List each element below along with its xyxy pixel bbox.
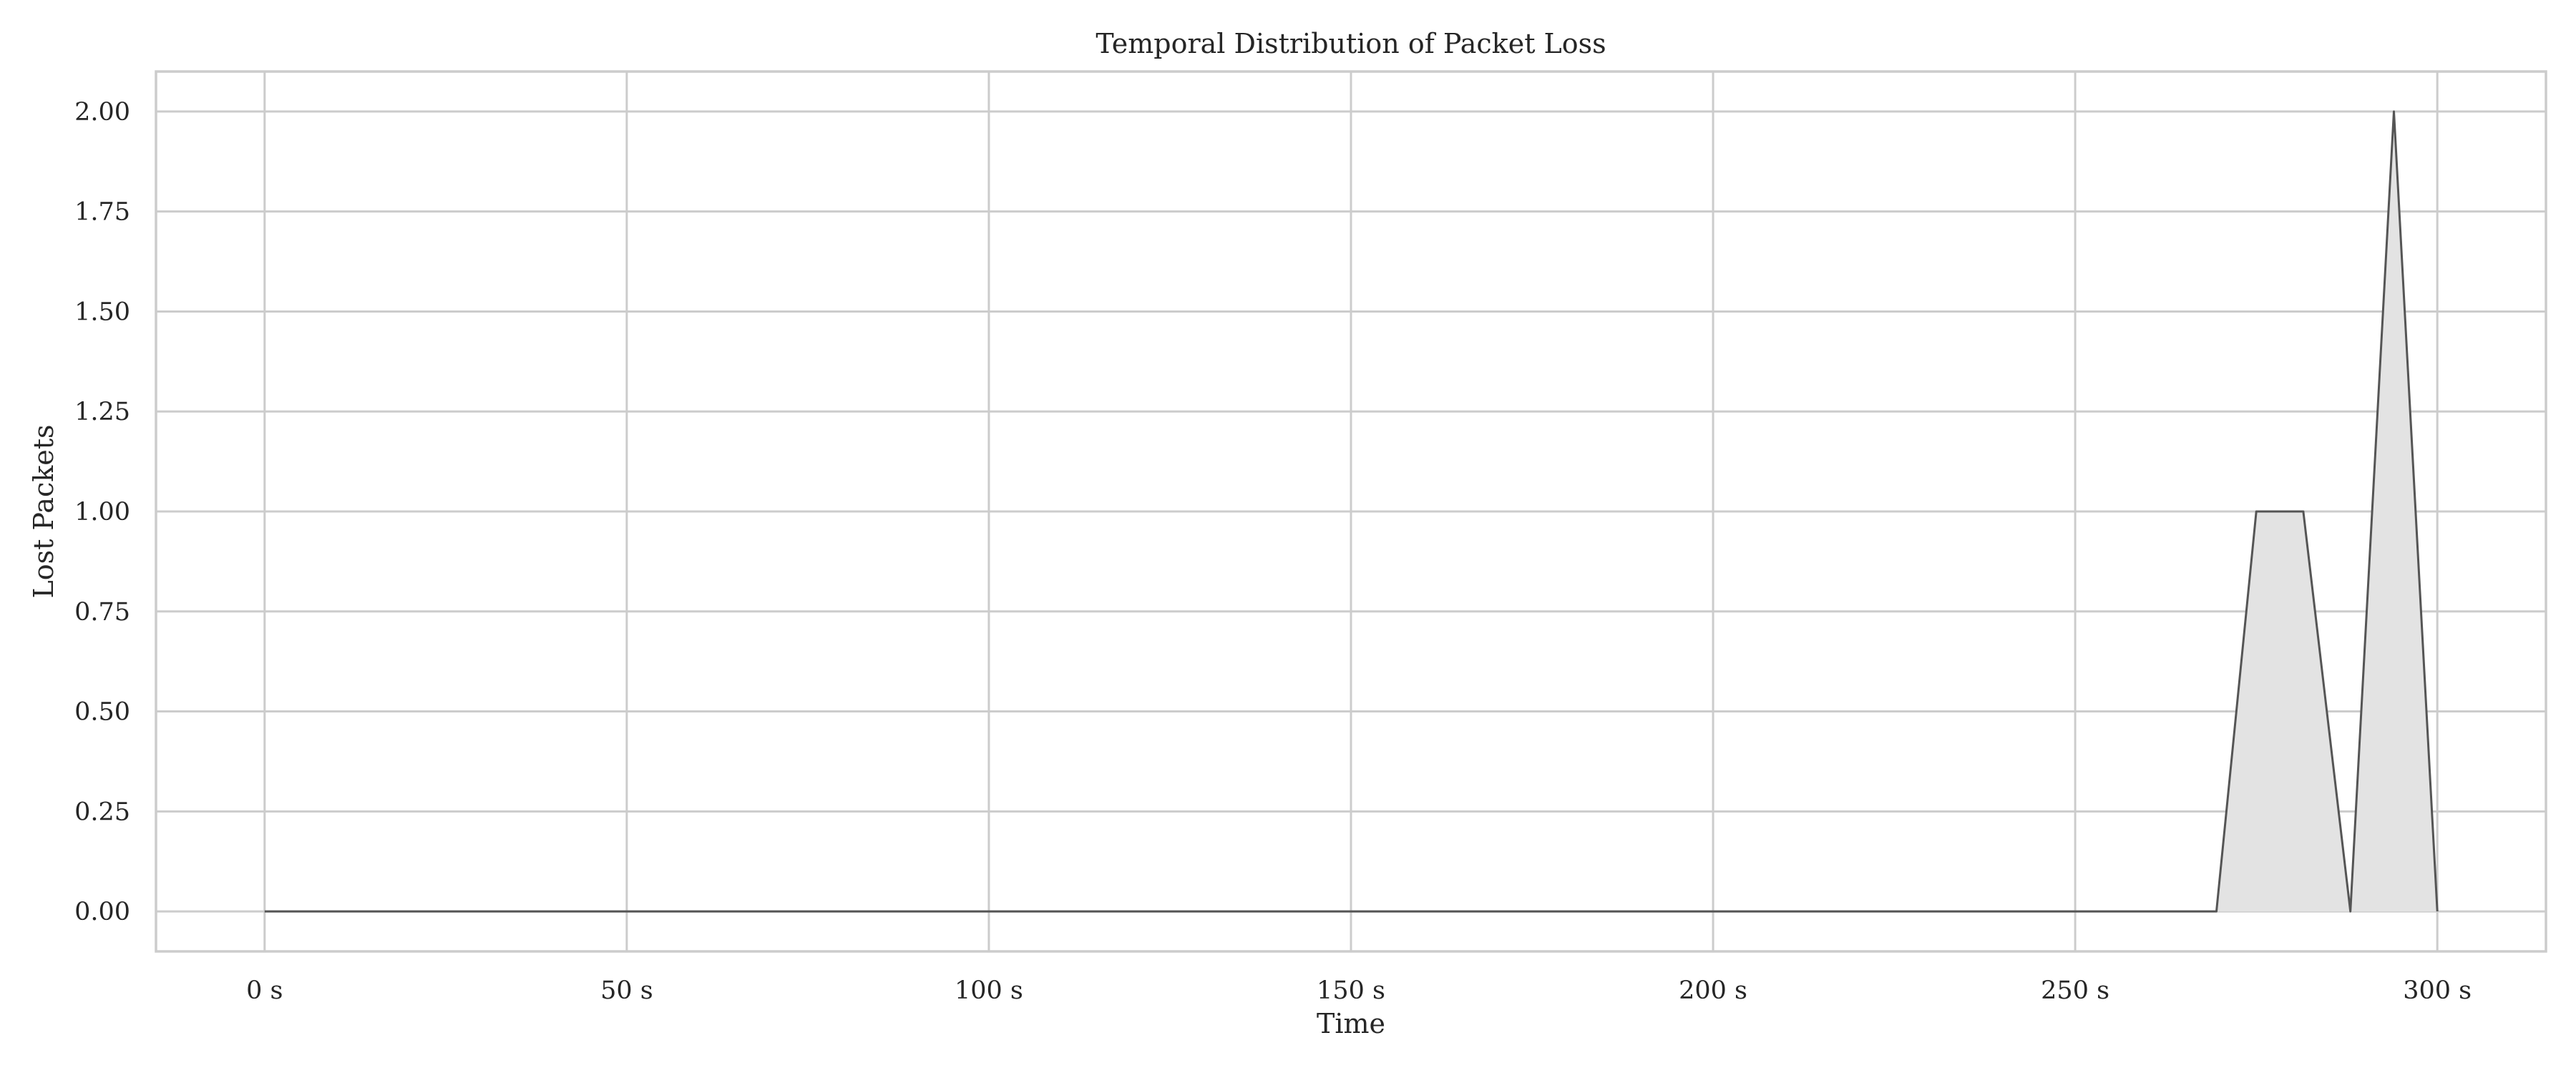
- series-layer: [264, 110, 2439, 913]
- y-tick-label: 1.75: [74, 198, 130, 227]
- x-tick-label: 150 s: [1317, 976, 1385, 1005]
- y-axis-label: Lost Packets: [28, 424, 59, 598]
- y-tick-label: 2.00: [74, 98, 130, 127]
- y-tick-label: 0.00: [74, 898, 130, 926]
- y-tick-label: 0.25: [74, 798, 130, 826]
- y-tick-label: 0.75: [74, 598, 130, 627]
- y-tick-label: 1.00: [74, 498, 130, 526]
- x-axis-label: Time: [1317, 1008, 1385, 1039]
- y-tick-labels: 0.00 0.25 0.50 0.75 1.00 1.25 1.50 1.75 2.00: [74, 98, 130, 926]
- chart-title: Temporal Distribution of Packet Loss: [1096, 28, 1606, 59]
- y-tick-label: 1.25: [74, 398, 130, 426]
- plot-frame: [155, 70, 2547, 953]
- y-tick-label: 0.50: [74, 698, 130, 727]
- y-tick-label: 1.50: [74, 298, 130, 326]
- x-tick-label: 300 s: [2403, 976, 2472, 1005]
- x-tick-label: 0 s: [246, 976, 283, 1005]
- x-tick-label: 200 s: [1679, 976, 1747, 1005]
- x-tick-label: 100 s: [955, 976, 1023, 1005]
- x-tick-label: 250 s: [2041, 976, 2109, 1005]
- series-line: [264, 110, 2439, 913]
- grid: [156, 72, 2546, 951]
- x-tick-labels: 0 s 50 s 100 s 150 s 200 s 250 s 300 s: [246, 976, 2472, 1005]
- x-tick-label: 50 s: [600, 976, 653, 1005]
